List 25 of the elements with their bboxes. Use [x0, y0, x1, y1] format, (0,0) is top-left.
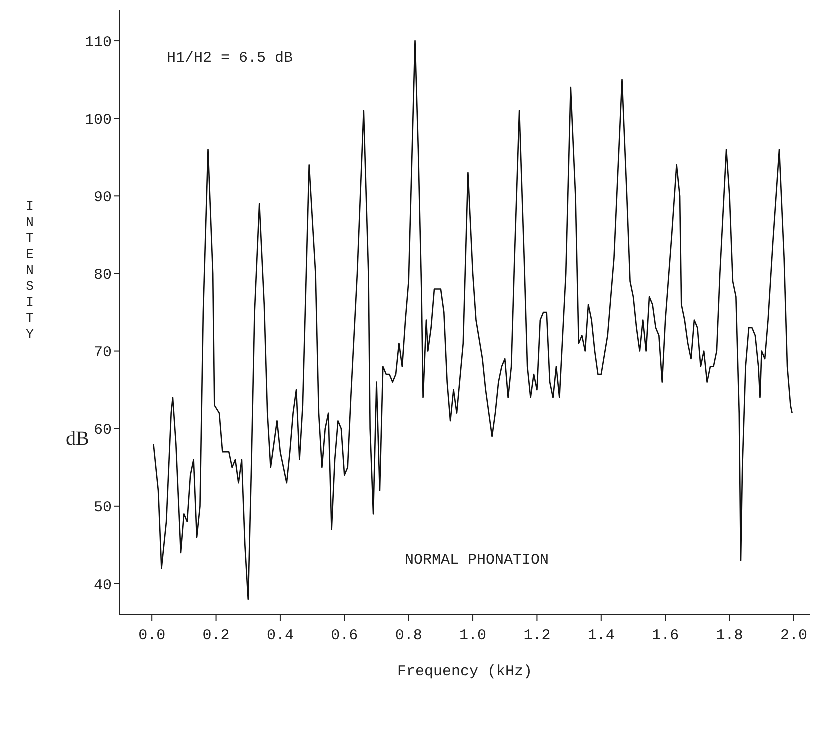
- annotation: NORMAL PHONATION: [405, 552, 550, 569]
- x-tick-label: 0.4: [266, 628, 294, 645]
- x-tick-label: 0.2: [202, 628, 230, 645]
- y-tick-label: 50: [94, 500, 112, 517]
- text: dB: [66, 428, 90, 451]
- x-tick-label: 1.0: [460, 628, 487, 645]
- x-tick-label: 1.8: [716, 628, 744, 645]
- x-tick-label: 0.6: [331, 628, 358, 645]
- x-tick-label: 0.0: [138, 628, 166, 645]
- x-tick-label: 0.8: [395, 628, 422, 645]
- y-tick-label: 110: [84, 34, 112, 52]
- x-axis-title: Frequency (kHz): [397, 664, 533, 681]
- y-tick-label: 90: [94, 189, 112, 206]
- x-tick-label: 1.2: [524, 628, 551, 645]
- text: INTENSITY: [26, 199, 34, 342]
- annotation: H1/H2 = 6.5 dB: [167, 50, 294, 67]
- y-tick-label: 100: [84, 112, 112, 129]
- line-series: [153, 40, 793, 600]
- y-tick-label: 60: [94, 422, 112, 440]
- x-tick-label: 2.0: [780, 628, 808, 645]
- y-tick-label: 40: [94, 577, 112, 594]
- y-tick-label: 80: [94, 267, 112, 284]
- y-tick-label: 70: [94, 344, 112, 362]
- x-tick-label: 1.4: [588, 628, 615, 645]
- x-tick-label: 1.6: [652, 628, 680, 645]
